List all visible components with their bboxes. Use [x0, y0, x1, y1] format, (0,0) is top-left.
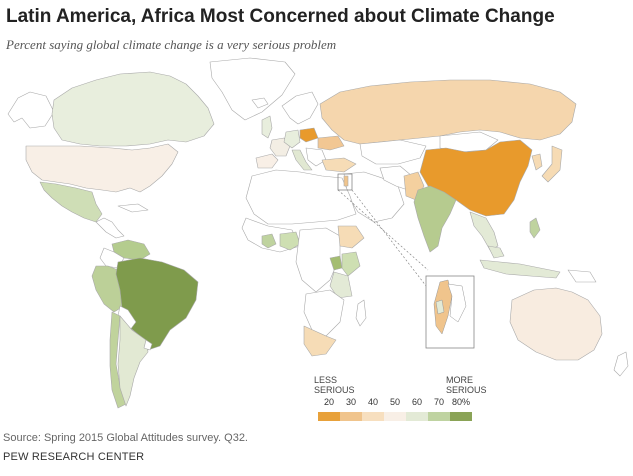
legend-swatch-7	[450, 412, 472, 421]
source-note: Source: Spring 2015 Global Attitudes sur…	[3, 432, 248, 444]
legend-tick-60: 60	[411, 397, 422, 407]
legend-tick-70: 70	[433, 397, 444, 407]
brazil	[115, 257, 199, 351]
legend-swatch-3	[362, 412, 384, 421]
caribbean	[117, 203, 149, 213]
nigeria	[279, 231, 301, 251]
legend-swatch-5	[406, 412, 428, 421]
legend-tick-50: 50	[389, 397, 400, 407]
alaska	[7, 91, 55, 129]
tanzania	[329, 271, 353, 299]
korea	[531, 153, 543, 171]
central-asia	[359, 139, 427, 165]
philippines	[529, 217, 541, 239]
japan	[541, 145, 563, 183]
legend-swatch-4	[384, 412, 406, 421]
italy	[291, 149, 313, 171]
kenya	[341, 251, 361, 277]
central-africa	[295, 227, 341, 293]
legend-less-line1: LESS	[314, 375, 338, 385]
balkans	[305, 147, 327, 167]
legend-swatch-6	[428, 412, 450, 421]
india	[413, 185, 457, 253]
poland	[299, 127, 319, 143]
spain	[255, 153, 279, 169]
map-title: Latin America, Africa Most Concerned abo…	[6, 6, 555, 27]
malaysia	[487, 245, 505, 259]
peru	[91, 265, 125, 313]
scandinavia	[281, 91, 319, 125]
legend-less-label: LESS SERIOUS	[314, 375, 355, 395]
new-zealand	[613, 351, 629, 377]
legend-more-line1: MORE	[446, 375, 473, 385]
southern-africa	[303, 289, 345, 337]
middle-east	[343, 171, 405, 223]
southeast-asia	[469, 211, 499, 251]
credit-line: PEW RESEARCH CENTER	[3, 451, 145, 463]
ghana	[261, 233, 277, 249]
legend-tick-20: 20	[323, 397, 334, 407]
inset-israel	[337, 173, 475, 349]
legend-tick-40: 40	[367, 397, 378, 407]
australia	[509, 287, 603, 361]
central-america	[95, 217, 125, 239]
israel-small	[343, 175, 349, 187]
legend-more-line2: SERIOUS	[446, 385, 487, 395]
ukraine	[317, 135, 345, 151]
greenland	[209, 57, 296, 121]
usa	[25, 143, 179, 193]
north-africa	[245, 169, 357, 225]
south-africa	[303, 325, 337, 357]
iceland	[251, 97, 269, 109]
papua	[567, 269, 597, 283]
indonesia	[479, 259, 561, 279]
canada	[51, 71, 215, 147]
uruguay	[143, 339, 153, 351]
legend-swatch-2	[340, 412, 362, 421]
russia	[319, 79, 577, 145]
germany	[283, 129, 301, 149]
madagascar	[355, 299, 367, 327]
legend-less-line2: SERIOUS	[314, 385, 355, 395]
argentina	[117, 315, 149, 407]
color-legend: LESS SERIOUS MORE SERIOUS 20 30 40 50 60…	[308, 372, 488, 424]
legend-swatch-1	[318, 412, 340, 421]
map-subtitle: Percent saying global climate change is …	[6, 37, 337, 52]
turkey	[321, 157, 357, 173]
legend-tick-30: 30	[345, 397, 356, 407]
ethiopia	[337, 225, 365, 249]
uk	[261, 115, 273, 139]
legend-more-label: MORE SERIOUS	[446, 375, 487, 395]
legend-tick-80: 80%	[451, 397, 470, 407]
